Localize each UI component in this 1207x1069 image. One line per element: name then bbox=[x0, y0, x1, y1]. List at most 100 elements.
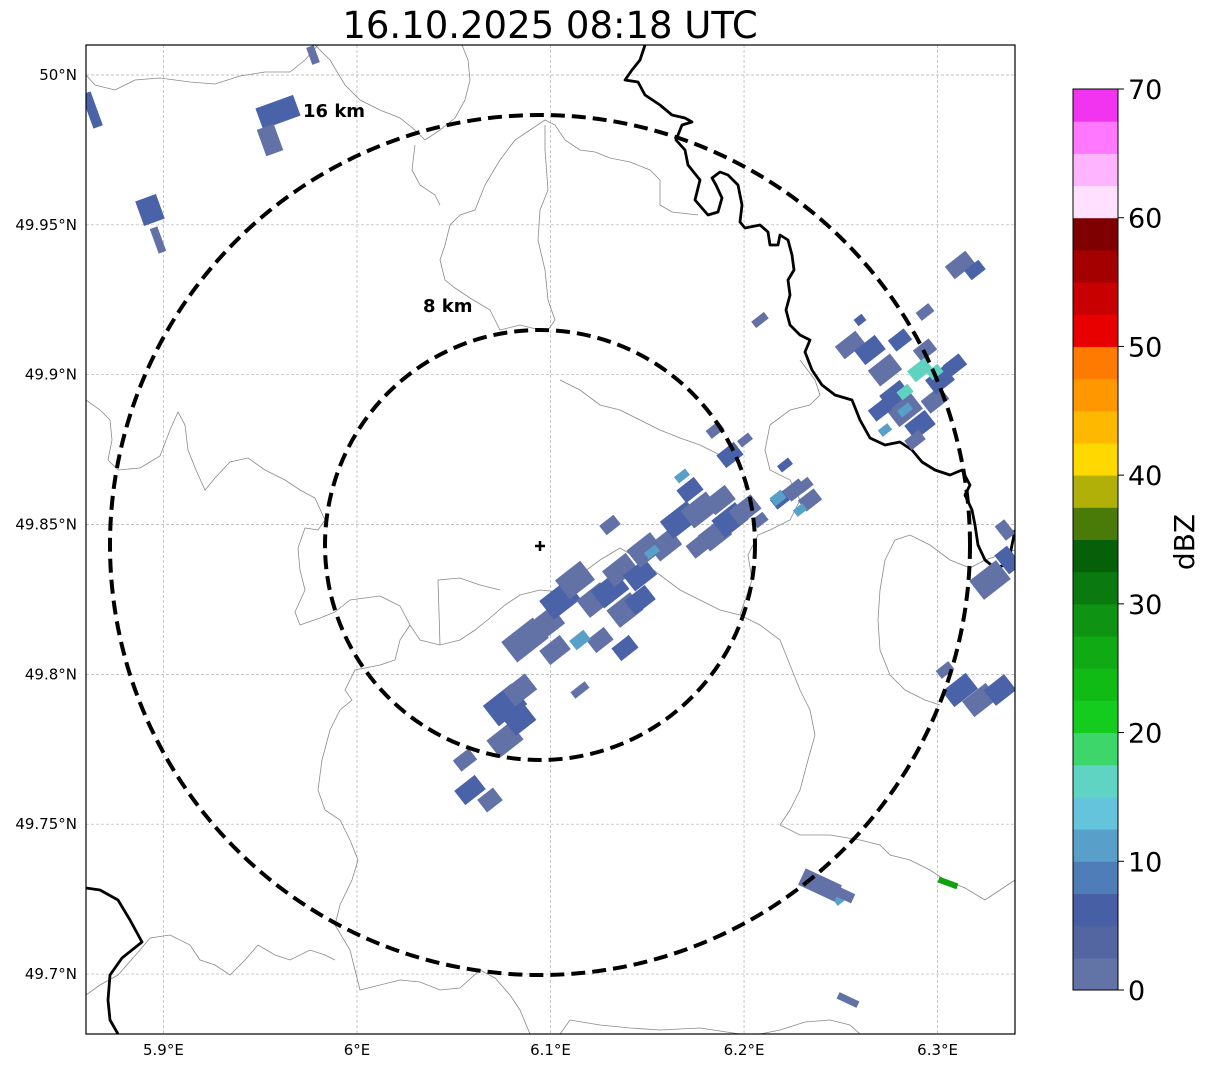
echo-cell bbox=[867, 353, 903, 387]
echo-cell bbox=[624, 584, 656, 616]
echo-cell bbox=[685, 531, 715, 559]
y-tick-label: 49.75°N bbox=[15, 815, 77, 833]
admin-boundary bbox=[759, 1019, 861, 1034]
colorbar-segment bbox=[1073, 636, 1118, 669]
plot-area bbox=[86, 45, 1015, 1034]
y-tick-label: 49.95°N bbox=[15, 216, 77, 234]
y-tick-label: 49.8°N bbox=[25, 665, 77, 683]
colorbar-tick-label: 30 bbox=[1128, 590, 1162, 621]
echo-cell bbox=[969, 560, 1011, 600]
echo-cell bbox=[983, 674, 1015, 706]
x-tick-label: 6.3°E bbox=[917, 1041, 958, 1059]
x-tick-label: 6°E bbox=[344, 1041, 371, 1059]
national-border-southwest bbox=[86, 886, 144, 1034]
colorbar-segment bbox=[1073, 893, 1118, 927]
echo-cell bbox=[834, 886, 856, 904]
echo-cell bbox=[877, 423, 893, 437]
admin-boundary bbox=[559, 1019, 741, 1034]
echo-cell bbox=[792, 503, 808, 517]
echo-cell bbox=[477, 787, 503, 813]
range-ring-8km-label: 8 km bbox=[423, 296, 473, 317]
echo-cell bbox=[676, 476, 704, 504]
echo-cell bbox=[907, 357, 933, 383]
colorbar-segment bbox=[1073, 539, 1118, 573]
colorbar-segment bbox=[1073, 410, 1118, 444]
colorbar-tick-label: 40 bbox=[1128, 461, 1162, 492]
admin-boundary bbox=[559, 547, 1015, 901]
echo-cell bbox=[503, 704, 537, 736]
colorbar-segment bbox=[1073, 925, 1118, 959]
echo-cell bbox=[569, 629, 591, 651]
colorbar-segment bbox=[1073, 603, 1118, 637]
plot-frame bbox=[85, 44, 1016, 1035]
echo-cell bbox=[737, 432, 753, 448]
colorbar-segment bbox=[1073, 668, 1118, 701]
x-tick-label: 6.2°E bbox=[724, 1041, 765, 1059]
colorbar-segment bbox=[1073, 732, 1118, 766]
echo-cell bbox=[611, 634, 639, 662]
admin-boundary bbox=[411, 144, 441, 206]
colorbar-segment bbox=[1073, 764, 1118, 798]
range-ring-16km-label: 16 km bbox=[303, 101, 365, 122]
colorbar bbox=[1072, 88, 1119, 991]
colorbar-segment bbox=[1073, 378, 1118, 412]
echo-cell bbox=[887, 328, 913, 352]
colorbar-label: dBZ bbox=[1168, 514, 1201, 570]
colorbar-segment bbox=[1073, 829, 1118, 862]
echo-cell bbox=[867, 398, 893, 422]
echo-cell bbox=[994, 519, 1015, 541]
echo-cell bbox=[915, 303, 935, 321]
colorbar-segment bbox=[1073, 475, 1118, 508]
national-border bbox=[86, 45, 1015, 1034]
radar-echoes bbox=[86, 45, 1015, 1008]
colorbar-segment bbox=[1073, 89, 1118, 122]
echo-cell bbox=[454, 774, 486, 806]
colorbar-segment bbox=[1073, 346, 1118, 380]
echo-cell bbox=[716, 441, 744, 469]
colorbar-segment bbox=[1073, 442, 1118, 476]
echo-cell bbox=[798, 868, 842, 902]
echo-cell bbox=[570, 681, 590, 699]
y-tick-label: 49.85°N bbox=[15, 516, 77, 534]
colorbar-tick-label: 70 bbox=[1128, 75, 1162, 106]
x-tick-label: 5.9°E bbox=[143, 1041, 184, 1059]
echo-cell bbox=[602, 552, 638, 588]
colorbar-segment bbox=[1073, 861, 1118, 894]
echo-cell bbox=[904, 409, 936, 441]
admin-boundary bbox=[86, 934, 336, 996]
echo-cell bbox=[777, 457, 793, 473]
colorbar-tick-label: 60 bbox=[1128, 204, 1162, 235]
echo-cell bbox=[674, 468, 690, 484]
echo-cell bbox=[256, 123, 284, 157]
echo-cell bbox=[942, 353, 968, 377]
echo-cell bbox=[896, 383, 914, 401]
admin-boundaries bbox=[86, 45, 1015, 1034]
echo-cell bbox=[853, 313, 867, 327]
echo-cell bbox=[555, 560, 595, 600]
x-tick-label: 6.1°E bbox=[530, 1041, 571, 1059]
colorbar-segment bbox=[1073, 796, 1118, 830]
colorbar-segment bbox=[1073, 121, 1118, 154]
echo-cell bbox=[897, 402, 913, 418]
echo-cell bbox=[728, 494, 762, 526]
range-ring-16km bbox=[108, 113, 972, 977]
x-axis-ticks: 5.9°E 6°E 6.1°E 6.2°E 6.3°E bbox=[143, 1041, 958, 1059]
y-tick-label: 49.9°N bbox=[25, 366, 77, 384]
admin-boundary bbox=[86, 45, 319, 91]
colorbar-segment bbox=[1073, 217, 1118, 251]
echo-cell bbox=[255, 94, 301, 130]
echo-cell bbox=[704, 484, 736, 516]
echo-cell bbox=[599, 514, 621, 536]
colorbar-segment bbox=[1073, 507, 1118, 540]
echo-cell bbox=[964, 259, 986, 281]
echo-cell bbox=[834, 330, 866, 360]
colorbar-tick-label: 50 bbox=[1128, 332, 1162, 363]
echo-cell bbox=[622, 558, 658, 592]
echo-cell bbox=[539, 634, 571, 666]
map-title: 16.10.2025 08:18 UTC bbox=[342, 4, 758, 47]
colorbar-tick-label: 20 bbox=[1128, 719, 1162, 750]
admin-boundary bbox=[537, 125, 556, 331]
admin-boundary bbox=[437, 577, 501, 646]
echo-cell bbox=[452, 748, 478, 772]
